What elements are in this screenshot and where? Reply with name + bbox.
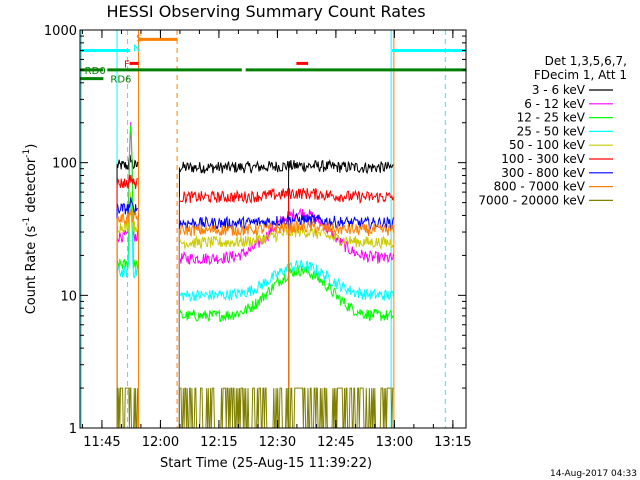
- x-axis: 11:45 12:00 12:15 12:30 12:45 13:00 13:15: [81, 30, 472, 450]
- series-8: [116, 387, 394, 429]
- series-0-segment-1: [179, 160, 290, 174]
- series-8-segment-1: [179, 387, 290, 429]
- timestamp: 14-Aug-2017 04:33: [550, 469, 637, 479]
- series-4-segment-2: [288, 225, 394, 251]
- series-2: [116, 125, 394, 428]
- legend: Det 1,3,5,6,7, FDecim 1, Att 1 3 - 6 keV…: [478, 54, 627, 207]
- x-tick-label-0: 11:45: [83, 435, 120, 450]
- legend-label-8: 7000 - 20000 keV: [478, 193, 585, 207]
- legend-label-3: 25 - 50 keV: [517, 124, 586, 138]
- series-5-segment-2: [288, 187, 394, 205]
- flag-label-2: F: [124, 59, 130, 70]
- y-tick-label-2: 100: [52, 157, 77, 172]
- plot-frame: [79, 29, 467, 429]
- flag-label-3: RD0: [85, 66, 106, 77]
- series-4-segment-0: [116, 191, 139, 233]
- series-4-segment-1: [178, 227, 289, 251]
- y-tick-label-3: 1000: [44, 24, 77, 39]
- legend-label-0: 3 - 6 keV: [532, 83, 586, 97]
- series-8-segment-2: [288, 387, 394, 429]
- x-tick-label-2: 12:15: [200, 435, 237, 450]
- y-tick-label-0: 1: [69, 422, 77, 437]
- series-2-segment-1: [178, 272, 290, 322]
- x-axis-label: Start Time (25-Aug-15 11:39:22): [160, 456, 372, 471]
- y-tick-label-1: 10: [60, 289, 77, 304]
- plot-area: SNF RD0 RD6: [80, 30, 466, 429]
- series-1: [116, 121, 394, 428]
- legend-label-7: 800 - 7000 keV: [494, 180, 586, 194]
- y-axis-label: Count Rate (s-1 detector-1): [22, 144, 39, 315]
- x-tick-label-4: 12:45: [317, 435, 354, 450]
- series-5-segment-1: [178, 187, 290, 205]
- flag-label-4: RD6: [110, 75, 131, 86]
- series-3-segment-1: [179, 263, 290, 303]
- series-7-segment-0: [116, 208, 139, 226]
- series-5-segment-0: [116, 174, 139, 190]
- legend-label-6: 300 - 800 keV: [501, 166, 585, 180]
- series-1-segment-1: [179, 211, 290, 266]
- legend-label-1: 6 - 12 keV: [524, 97, 586, 111]
- series-0-segment-0: [116, 154, 139, 170]
- flag-label-1: N: [133, 43, 140, 54]
- legend-header-line-1: Det 1,3,5,6,7,: [545, 54, 627, 68]
- flag-label-0: S: [136, 33, 142, 44]
- legend-label-5: 100 - 300 keV: [501, 152, 585, 166]
- x-tick-label-1: 12:00: [142, 435, 179, 450]
- legend-header-line-2: FDecim 1, Att 1: [534, 68, 627, 82]
- x-tick-label-3: 12:30: [259, 435, 296, 450]
- series-8-segment-0: [117, 387, 139, 429]
- series-7-segment-2: [288, 220, 394, 237]
- series-0-segment-2: [288, 158, 394, 175]
- series-7-segment-1: [178, 221, 290, 238]
- series-3-segment-2: [288, 259, 394, 301]
- series-3-segment-0: [116, 198, 139, 279]
- legend-label-2: 12 - 25 keV: [517, 111, 586, 125]
- y-axis: 1 10 100 1000: [44, 24, 466, 437]
- legend-label-4: 50 - 100 keV: [509, 138, 586, 152]
- series-1-segment-0: [116, 121, 139, 244]
- chart-title: HESSI Observing Summary Count Rates: [106, 2, 425, 21]
- x-tick-label-6: 13:15: [434, 435, 471, 450]
- series-1-segment-2: [288, 207, 394, 264]
- x-tick-label-5: 13:00: [376, 435, 413, 450]
